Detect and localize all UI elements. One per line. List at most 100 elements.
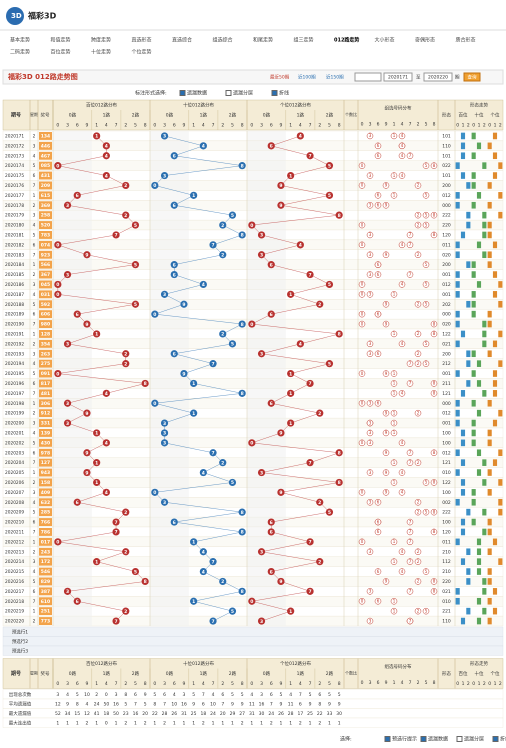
- shape: 001: [442, 292, 451, 298]
- trend-box: [460, 429, 466, 437]
- head-digit: 9: [183, 123, 186, 129]
- query-button[interactable]: [463, 72, 481, 82]
- nav-link[interactable]: 直选综合: [172, 37, 192, 44]
- trend-box: [455, 588, 460, 595]
- ball: [228, 340, 237, 348]
- group-ball: [358, 221, 366, 229]
- nav-link[interactable]: 跨度走势: [91, 37, 111, 44]
- checkbox[interactable]: [384, 736, 391, 742]
- head-trend-digit: 0: [472, 681, 475, 687]
- logo-text[interactable]: 福彩3D: [27, 11, 57, 21]
- group-digit: 1: [393, 559, 396, 564]
- query-label[interactable]: 查询: [468, 74, 477, 81]
- group-ball: [366, 419, 374, 427]
- head-digit: 0: [250, 681, 253, 687]
- route-band: [150, 378, 189, 389]
- ball: [170, 518, 178, 526]
- nav-link[interactable]: 组三走势: [294, 37, 314, 44]
- group-ball: [366, 132, 374, 140]
- number-bg: [39, 597, 52, 606]
- period: 2020172: [5, 143, 24, 149]
- trend-box: [466, 350, 471, 358]
- checkbox-label[interactable]: 折线: [500, 736, 506, 743]
- nav-link[interactable]: 质合形态: [456, 37, 476, 44]
- ball-digit: 9: [85, 252, 88, 258]
- week: 4: [33, 569, 36, 575]
- ball: [102, 142, 110, 150]
- stat-value: 24: [210, 711, 216, 717]
- checkbox-label[interactable]: 遗漏分层: [233, 90, 253, 97]
- checkbox[interactable]: [420, 736, 427, 742]
- stat-value: 4: [289, 692, 292, 698]
- route-band: [150, 566, 189, 577]
- group-ball: [382, 301, 390, 308]
- nav-link[interactable]: 十位走势: [91, 49, 111, 56]
- checkbox-label[interactable]: 折线: [279, 90, 289, 97]
- period-select[interactable]: [354, 72, 382, 82]
- preselect-label[interactable]: 预选行2: [12, 638, 28, 645]
- trend-box: [471, 172, 476, 179]
- stat-value: 4: [173, 692, 176, 698]
- nav-link[interactable]: 直选形态: [132, 37, 152, 44]
- ball: [131, 567, 140, 576]
- nav-link[interactable]: 和尾走势: [253, 37, 273, 44]
- nav-link[interactable]: 大小形态: [375, 37, 395, 44]
- checkbox[interactable]: [179, 90, 186, 96]
- checkbox[interactable]: [225, 90, 232, 96]
- number-bg: [39, 448, 52, 457]
- ball-digit: 4: [202, 282, 205, 288]
- preselect-label[interactable]: 预选行3: [12, 647, 28, 654]
- week: 6: [33, 312, 36, 318]
- recent-link[interactable]: 近100期: [298, 74, 316, 81]
- group-ball: [390, 558, 398, 565]
- route-band: [150, 140, 189, 151]
- head-digit: 1: [289, 123, 292, 129]
- number-bg: [39, 409, 52, 418]
- checkbox[interactable]: [492, 736, 499, 742]
- nav-link[interactable]: 个位走势: [132, 49, 152, 56]
- trend-box: [455, 281, 460, 288]
- group-ball: [422, 568, 430, 575]
- shape: 110: [442, 143, 451, 149]
- nav-link[interactable]: 二码走势: [10, 49, 30, 56]
- period: 2020179: [5, 213, 24, 219]
- checkbox[interactable]: [456, 736, 463, 742]
- checkbox-label[interactable]: 遗漏数据: [187, 90, 207, 97]
- recent-link[interactable]: 近150期: [326, 74, 344, 81]
- end-input[interactable]: [423, 72, 453, 82]
- checkbox-label[interactable]: 遗漏数据: [428, 736, 448, 743]
- head-digit: 7: [212, 681, 215, 687]
- group-digit: 6: [377, 193, 380, 198]
- week: 7: [33, 460, 36, 466]
- group-digit: 9: [385, 371, 388, 376]
- nav-link[interactable]: 组选综合: [213, 37, 233, 44]
- head-digit: 9: [385, 680, 388, 686]
- recent-link[interactable]: 最近50期: [270, 74, 290, 81]
- group-digit: 7: [409, 589, 412, 594]
- group-digit: 2: [417, 499, 420, 504]
- number: 606: [41, 312, 50, 318]
- group-digit: 8: [433, 589, 436, 594]
- head-digit: 1: [95, 681, 98, 687]
- preselect-label[interactable]: 预选行1: [12, 628, 28, 635]
- nav-link[interactable]: 和值走势: [51, 37, 71, 44]
- ball: [73, 498, 81, 506]
- nav-link[interactable]: 012路走势: [334, 37, 359, 44]
- nav-link[interactable]: 百位走势: [51, 49, 71, 56]
- nav-link[interactable]: 基本走势: [10, 37, 30, 44]
- checkbox[interactable]: [271, 90, 278, 96]
- stat-value: 2: [124, 720, 127, 726]
- head-number: 奖号: [41, 112, 50, 119]
- ball-digit: 0: [250, 223, 253, 229]
- head-route: 2路: [132, 670, 140, 677]
- number: 773: [41, 619, 50, 625]
- nav-link[interactable]: 奇偶形态: [415, 37, 435, 44]
- head-trend-digit: 1: [494, 123, 497, 129]
- group-digit: 3: [369, 351, 372, 356]
- group-ball: [382, 202, 390, 209]
- checkbox-label[interactable]: 遗漏分层: [464, 736, 484, 743]
- head-digit: 3: [66, 123, 69, 129]
- checkbox-label[interactable]: 预选行提示: [392, 736, 417, 743]
- ball-digit: 4: [202, 144, 205, 150]
- start-input[interactable]: [383, 72, 413, 82]
